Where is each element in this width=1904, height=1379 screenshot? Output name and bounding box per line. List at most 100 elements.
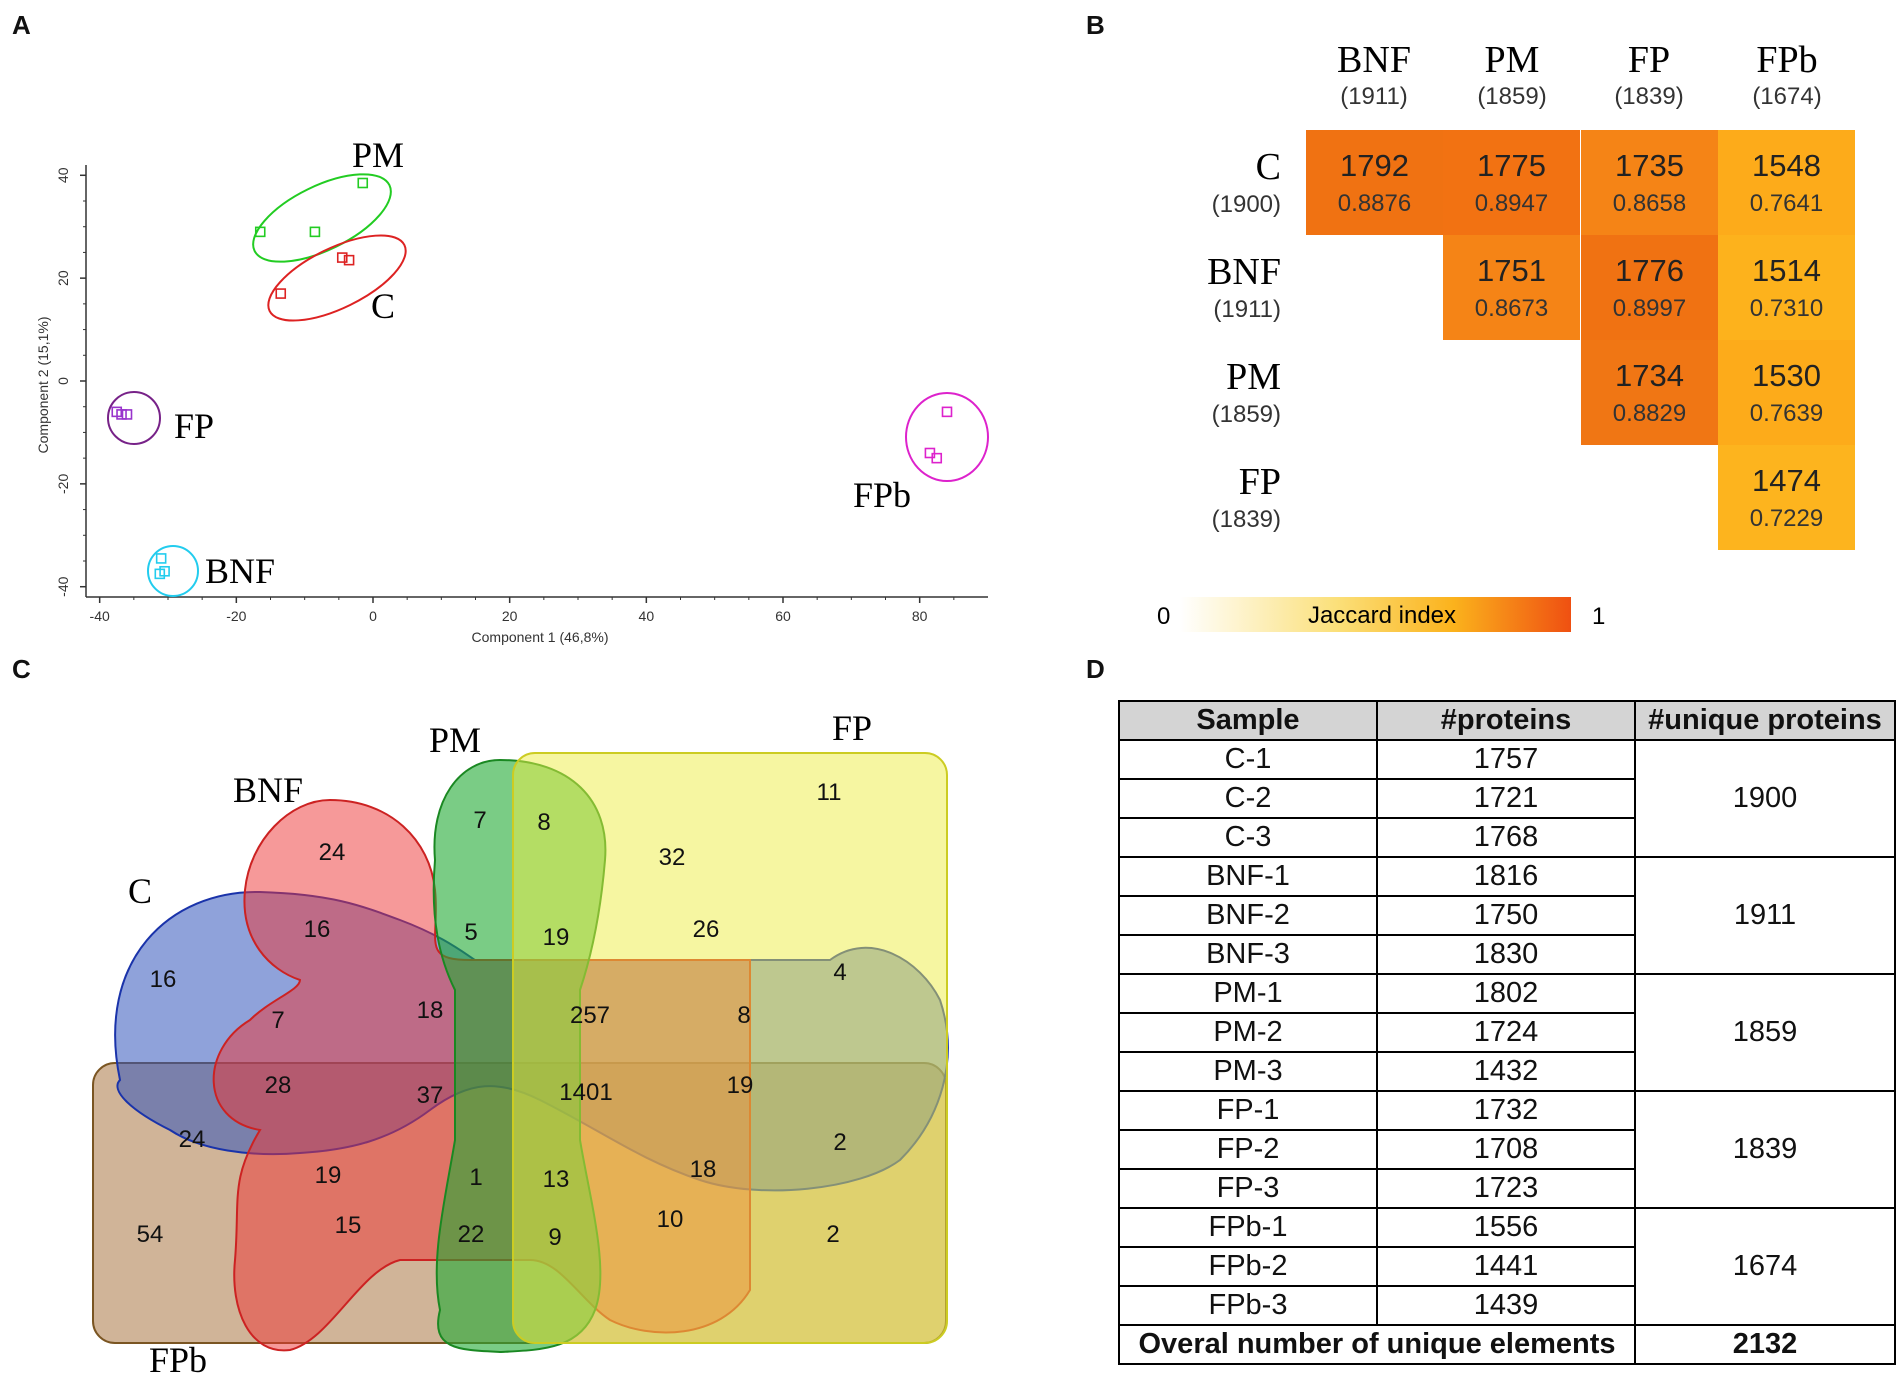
panel-letter-c: C bbox=[12, 654, 31, 684]
table-row: C-1 1757 1900 bbox=[1118, 739, 1896, 858]
jaccard-cell-count: 1775 bbox=[1477, 148, 1546, 183]
jaccard-scale-min: 0 bbox=[1157, 603, 1170, 630]
pca-axes bbox=[85, 165, 988, 598]
table-cell-sample: C-1 bbox=[1118, 739, 1378, 780]
venn-region-count: 18 bbox=[690, 1156, 717, 1183]
jaccard-matrix: 1792 0.8876 1775 0.8947 1735 0.8658 1548 0.7641… bbox=[1157, 39, 1855, 632]
jaccard-cell bbox=[1718, 445, 1855, 550]
venn-region-count: 19 bbox=[315, 1162, 342, 1189]
table-cell-proteins: 1732 bbox=[1376, 1090, 1636, 1131]
pca-x-axis-label: Component 1 (46,8%) bbox=[472, 629, 609, 645]
pca-point-fpb bbox=[931, 452, 943, 464]
table-cell-sample: FP-2 bbox=[1118, 1129, 1378, 1170]
table-total-label: Overal number of unique elements bbox=[1118, 1324, 1636, 1365]
jaccard-cell-index: 0.7310 bbox=[1750, 295, 1823, 322]
jaccard-cell-index: 0.8876 bbox=[1338, 190, 1411, 217]
pca-y-tick-label: 0 bbox=[55, 377, 71, 385]
jaccard-row-bnf-count: (1911) bbox=[1213, 296, 1281, 323]
pca-label-c: C bbox=[371, 286, 395, 326]
pca-point-c bbox=[275, 288, 287, 299]
table-cell-sample: C-2 bbox=[1118, 778, 1378, 819]
table-total-row: Overal number of unique elements 2132 bbox=[1118, 1324, 1896, 1365]
venn-label-c: C bbox=[128, 871, 152, 911]
panel-letter-a: A bbox=[12, 10, 31, 40]
pca-label-fp: FP bbox=[174, 406, 214, 446]
table-cell-sample: FPb-3 bbox=[1118, 1285, 1378, 1326]
venn-region-count: 2 bbox=[826, 1221, 839, 1248]
panel-letter-d: D bbox=[1086, 654, 1105, 684]
table-cell-sample: PM-1 bbox=[1118, 973, 1378, 1014]
table-row: FP-1 1732 1839 bbox=[1118, 1090, 1896, 1209]
table-cell-unique: 1674 bbox=[1634, 1207, 1896, 1326]
pca-x-tick-label: -40 bbox=[90, 608, 110, 624]
table-cell-sample: PM-2 bbox=[1118, 1012, 1378, 1053]
jaccard-cell bbox=[1581, 235, 1718, 340]
venn-region-count: 1401 bbox=[559, 1079, 612, 1106]
pca-x-tick-label: -20 bbox=[226, 608, 246, 624]
table-cell-unique: 1859 bbox=[1634, 973, 1896, 1092]
pca-scatter-plot: -40 -20 0 20 40 60 80 40 20 0 -20 -40 PM C FP FPb B… bbox=[35, 135, 989, 645]
pca-ellipse-fpb bbox=[905, 392, 989, 482]
venn-region-count: 19 bbox=[543, 924, 570, 951]
pca-label-pm: PM bbox=[352, 135, 404, 175]
pca-x-tick-label: 60 bbox=[775, 608, 791, 624]
jaccard-cell-index: 0.8658 bbox=[1613, 190, 1686, 217]
table-cell-proteins: 1724 bbox=[1376, 1012, 1636, 1053]
jaccard-cell-count: 1514 bbox=[1752, 253, 1821, 288]
jaccard-cell-index: 0.8947 bbox=[1475, 190, 1548, 217]
venn-region-count: 37 bbox=[417, 1082, 444, 1109]
table-body: C-1 1757 1900 C-2 1721 C-3 1768 BNF-1 1816 1911 BN… bbox=[1118, 739, 1896, 1365]
venn-region-count: 9 bbox=[548, 1224, 561, 1251]
jaccard-cell-count: 1474 bbox=[1752, 463, 1821, 498]
panel-letter-b: B bbox=[1086, 10, 1105, 40]
table-cell-proteins: 1708 bbox=[1376, 1129, 1636, 1170]
venn-region-count: 28 bbox=[265, 1072, 292, 1099]
protein-count-table: Sample #proteins #unique proteins C-1 175… bbox=[1118, 700, 1896, 1365]
venn-label-fpb: FPb bbox=[149, 1340, 207, 1379]
table-cell-proteins: 1816 bbox=[1376, 856, 1636, 897]
jaccard-scale-label: Jaccard index bbox=[1308, 602, 1456, 629]
table-cell-sample: PM-3 bbox=[1118, 1051, 1378, 1092]
pca-y-tick-label: 20 bbox=[55, 270, 71, 286]
jaccard-cells: 1792 0.8876 1775 0.8947 1735 0.8658 1548 0.7641… bbox=[1306, 130, 1855, 550]
pca-y-tick-label: 40 bbox=[55, 167, 71, 183]
jaccard-col-fpb-count: (1674) bbox=[1752, 83, 1821, 110]
jaccard-cell bbox=[1581, 340, 1718, 445]
table-cell-proteins: 1723 bbox=[1376, 1168, 1636, 1209]
pca-x-tick-label: 40 bbox=[639, 608, 655, 624]
table-cell-unique: 1900 bbox=[1634, 739, 1896, 858]
jaccard-cell bbox=[1718, 235, 1855, 340]
venn-region-count: 24 bbox=[179, 1126, 206, 1153]
jaccard-cell-index: 0.8829 bbox=[1613, 400, 1686, 427]
pca-y-axis-label: Component 2 (15,1%) bbox=[35, 317, 51, 454]
table-cell-proteins: 1768 bbox=[1376, 817, 1636, 858]
jaccard-cell-index: 0.8997 bbox=[1613, 295, 1686, 322]
pca-x-tick-label: 80 bbox=[912, 608, 928, 624]
table-cell-sample: BNF-2 bbox=[1118, 895, 1378, 936]
jaccard-row-fp-count: (1839) bbox=[1212, 506, 1281, 533]
table-row: FP-2 1708 bbox=[1118, 1129, 1895, 1170]
pca-points bbox=[111, 177, 953, 580]
table-cell-proteins: 1556 bbox=[1376, 1207, 1636, 1248]
pca-ellipse-bnf bbox=[147, 545, 199, 597]
table-cell-sample: FP-1 bbox=[1118, 1090, 1378, 1131]
venn-region-count: 8 bbox=[737, 1002, 750, 1029]
table-row: FPb-2 1441 bbox=[1118, 1246, 1895, 1287]
pca-point-c bbox=[336, 252, 348, 263]
table-cell-proteins: 1432 bbox=[1376, 1051, 1636, 1092]
venn-region-count: 22 bbox=[458, 1221, 485, 1248]
venn-region-count: 24 bbox=[319, 839, 346, 866]
table-cell-sample: C-3 bbox=[1118, 817, 1378, 858]
venn-region-count: 18 bbox=[417, 997, 444, 1024]
pca-point-fp bbox=[121, 409, 133, 420]
jaccard-cell-count: 1776 bbox=[1615, 253, 1684, 288]
jaccard-cell bbox=[1581, 130, 1718, 235]
table-cell-sample: BNF-1 bbox=[1118, 856, 1378, 897]
pca-point-bnf bbox=[154, 568, 166, 580]
table-row: PM-2 1724 bbox=[1118, 1012, 1895, 1053]
pca-point-c bbox=[343, 254, 355, 266]
jaccard-scale-bar bbox=[1180, 597, 1571, 632]
table-cell-sample: BNF-3 bbox=[1118, 934, 1378, 975]
